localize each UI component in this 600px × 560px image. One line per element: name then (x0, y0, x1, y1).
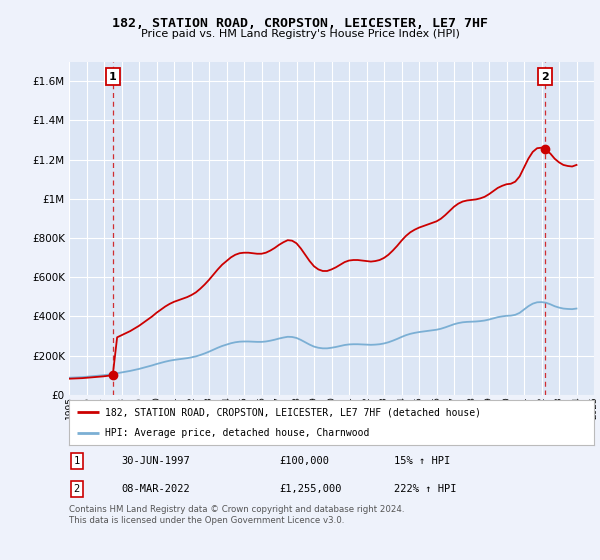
Text: 182, STATION ROAD, CROPSTON, LEICESTER, LE7 7HF: 182, STATION ROAD, CROPSTON, LEICESTER, … (112, 17, 488, 30)
Text: £100,000: £100,000 (279, 456, 329, 465)
Text: 1: 1 (74, 456, 80, 465)
Text: 2: 2 (541, 72, 548, 82)
Text: 08-MAR-2022: 08-MAR-2022 (121, 484, 190, 493)
Text: HPI: Average price, detached house, Charnwood: HPI: Average price, detached house, Char… (105, 428, 369, 438)
Text: 222% ↑ HPI: 222% ↑ HPI (395, 484, 457, 493)
Text: 15% ↑ HPI: 15% ↑ HPI (395, 456, 451, 465)
Text: Contains HM Land Registry data © Crown copyright and database right 2024.
This d: Contains HM Land Registry data © Crown c… (69, 505, 404, 525)
Text: 2: 2 (74, 484, 80, 493)
Text: Price paid vs. HM Land Registry's House Price Index (HPI): Price paid vs. HM Land Registry's House … (140, 29, 460, 39)
Text: 30-JUN-1997: 30-JUN-1997 (121, 456, 190, 465)
Text: 182, STATION ROAD, CROPSTON, LEICESTER, LE7 7HF (detached house): 182, STATION ROAD, CROPSTON, LEICESTER, … (105, 408, 481, 418)
Text: 1: 1 (109, 72, 116, 82)
Text: £1,255,000: £1,255,000 (279, 484, 341, 493)
